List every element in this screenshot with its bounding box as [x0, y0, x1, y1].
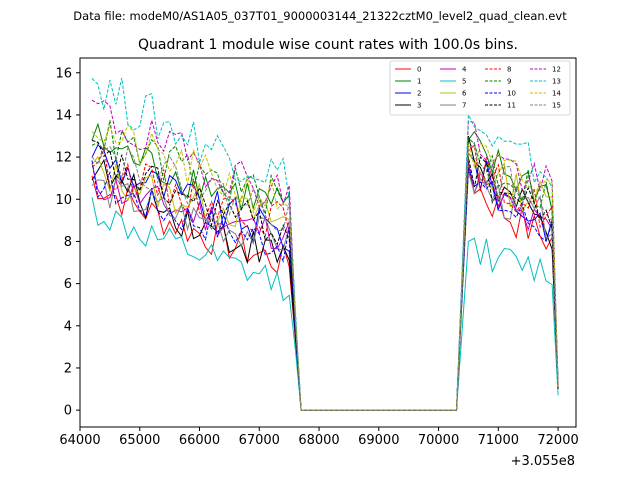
figure-suptitle: Data file: modeM0/AS1A05_037T01_90000031… [73, 9, 567, 23]
x-tick-label: 66000 [179, 433, 220, 448]
legend-label-14: 14 [552, 90, 561, 98]
plot-frame [79, 57, 577, 428]
legend-label-1: 1 [417, 78, 421, 86]
x-tick-label: 72000 [537, 433, 578, 448]
legend-label-6: 6 [462, 90, 467, 98]
series-line-4 [91, 161, 559, 411]
series-line-9 [91, 120, 559, 411]
y-tick-label: 4 [64, 319, 72, 334]
chart-title: Quadrant 1 module wise count rates with … [138, 37, 518, 53]
legend-label-12: 12 [552, 66, 561, 74]
y-tick-label: 10 [55, 193, 72, 208]
legend-label-5: 5 [462, 78, 466, 86]
y-tick-label: 2 [64, 361, 72, 376]
series-line-10 [91, 160, 559, 411]
x-tick-label: 70000 [418, 433, 459, 448]
y-tick-label: 14 [55, 108, 72, 123]
x-tick-label: 67000 [239, 433, 280, 448]
x-offset-label: +3.055e8 [511, 454, 575, 469]
x-tick-label: 68000 [298, 433, 339, 448]
y-tick-label: 0 [64, 404, 72, 419]
legend-box [389, 60, 571, 116]
legend-label-11: 11 [507, 102, 516, 110]
series-line-5 [91, 197, 559, 411]
plot-lines [91, 77, 559, 411]
legend-label-9: 9 [507, 78, 511, 86]
y-tick-label: 12 [55, 151, 72, 166]
y-axis-ticks: 0 2 4 6 8 10 12 14 16 [55, 66, 80, 419]
series-line-13 [91, 77, 559, 411]
x-tick-label: 71000 [478, 433, 519, 448]
legend-label-3: 3 [417, 102, 421, 110]
series-line-15 [91, 141, 559, 411]
series-line-11 [91, 140, 559, 411]
x-tick-label: 69000 [358, 433, 399, 448]
x-tick-label: 64000 [59, 433, 100, 448]
legend-label-8: 8 [507, 66, 511, 74]
series-line-7 [91, 171, 559, 411]
y-tick-label: 6 [64, 277, 72, 292]
y-tick-label: 16 [55, 66, 72, 81]
legend-label-15: 15 [552, 102, 561, 110]
legend-label-13: 13 [552, 78, 561, 86]
series-line-14 [91, 123, 559, 411]
x-tick-label: 65000 [119, 433, 160, 448]
legend-label-2: 2 [417, 90, 421, 98]
series-line-3 [91, 135, 559, 411]
y-tick-label: 8 [64, 235, 72, 250]
legend-label-10: 10 [507, 90, 516, 98]
legend-label-0: 0 [417, 66, 421, 74]
legend-label-7: 7 [462, 102, 466, 110]
series-line-6 [91, 151, 559, 411]
series-line-8 [91, 144, 559, 411]
x-axis-ticks: 64000 65000 66000 67000 68000 69000 70000 71000… [59, 427, 579, 448]
legend-label-4: 4 [462, 66, 467, 74]
